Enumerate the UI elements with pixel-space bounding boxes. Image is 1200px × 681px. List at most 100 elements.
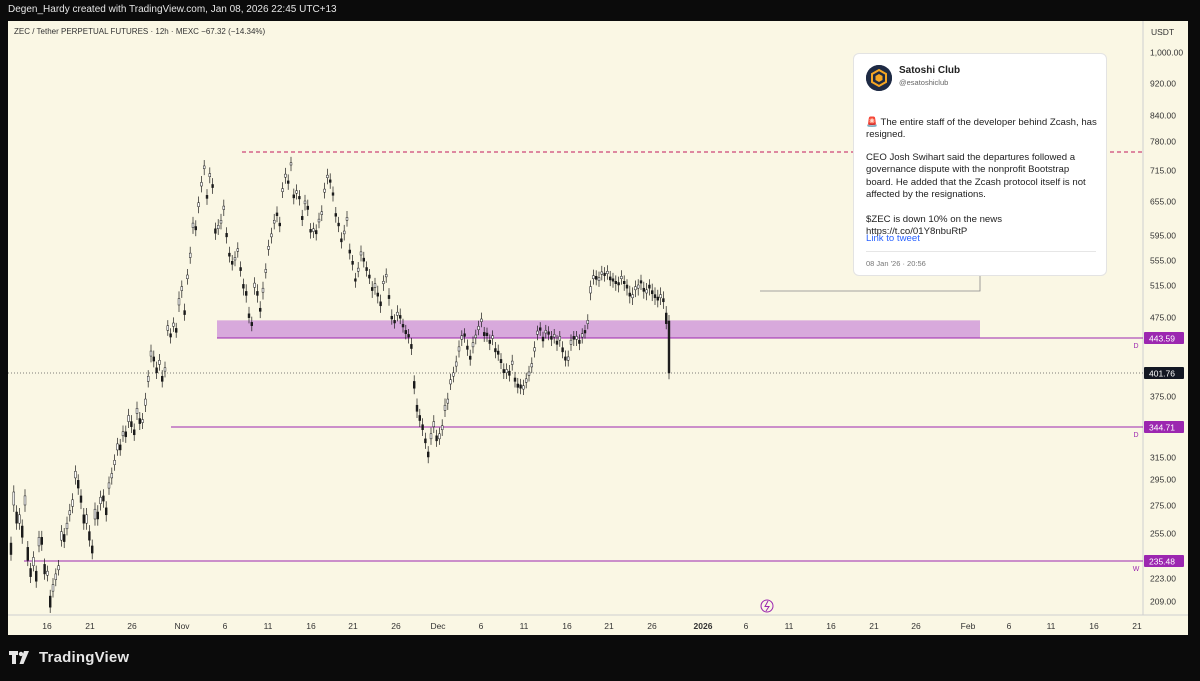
candle-body [667,320,671,374]
x-tick-label: 2026 [694,621,713,631]
candle-body [71,499,74,507]
candle-body [96,511,99,520]
candle-body [399,315,402,319]
candle-body [303,200,307,205]
candle-body [665,312,668,324]
candle-body [60,531,63,541]
candle-body [620,276,623,279]
candle-body [516,383,520,388]
candle-body [457,346,461,352]
x-tick-label: 21 [348,621,358,631]
candle-body [455,361,458,367]
candle-body [427,451,430,458]
candle-body [267,246,270,250]
candle-body [107,482,111,489]
candle-body [452,372,455,377]
candle-body [68,510,71,516]
candle-body [513,377,517,382]
candle-body [418,415,422,421]
candle-body [572,336,575,340]
tradingview-logo[interactable]: TradingView [9,649,129,666]
candle-body [320,211,324,215]
candle-body [250,322,254,326]
candle-body [326,174,329,179]
candle-body [135,408,139,414]
candle-body [564,356,567,361]
candle-body [110,473,113,479]
candle-body [480,318,483,322]
candle-body [298,196,301,200]
candle-body [329,179,332,183]
candle-body [77,480,80,489]
candle-body [443,404,447,411]
candle-body [236,248,240,252]
events-icon [760,599,774,613]
candle-body [581,333,584,338]
candle-body [648,284,651,289]
candle-body [421,424,424,430]
candle-body [295,190,298,194]
price-tag-label: 401.76 [1149,369,1175,379]
avatar [866,65,892,91]
candle-body [477,326,480,330]
candle-body [51,584,55,592]
candle-body [175,328,178,333]
x-tick-label: 16 [42,621,52,631]
x-tick-label: Dec [430,621,446,631]
candle-body [147,375,150,382]
link-to-tweet[interactable]: Link to tweet [866,233,920,244]
candle-body [656,296,659,301]
x-tick-label: 11 [785,621,794,631]
candle-body [189,252,192,258]
candle-body [343,230,346,235]
candle-body [625,284,629,289]
price-chart[interactable]: D D W 1,000.00 920.00 840.00 780.00 715.00 655.0… [8,21,1188,635]
candle-body [32,557,35,566]
candle-body [645,289,648,294]
candle-body [211,184,214,188]
x-tick-label: 16 [306,621,316,631]
candle-body [662,298,665,303]
candle-body [74,471,77,479]
chart-caption: Degen_Hardy created with TradingView.com… [8,4,337,15]
candle-body [410,344,413,349]
candle-body [387,295,391,299]
chart-area[interactable]: D D W 1,000.00 920.00 840.00 780.00 715.00 655.0… [8,21,1188,635]
candle-body [651,290,654,295]
candle-body [12,491,15,506]
candle-body [547,331,550,335]
candle-body [365,267,368,271]
candle-body [54,573,57,580]
y-tick-label: 255.00 [1150,529,1176,539]
candle-body [292,194,296,199]
x-tick-label: Nov [174,621,190,631]
candle-body [21,525,24,538]
candle-body [393,320,396,324]
candle-body [603,272,606,276]
y-tick-label: 315.00 [1150,453,1176,463]
candle-body [631,294,634,299]
candle-body [284,173,287,178]
candle-body [583,330,587,334]
x-tick-label: 16 [562,621,572,631]
currency-label: USDT [1151,27,1174,37]
candle-body [491,335,494,339]
candle-body [180,286,184,291]
candle-body [85,514,88,524]
symbol-info: ZEC / Tether PERPETUAL FUTURES · 12h · M… [14,27,266,36]
candle-body [169,333,172,338]
candle-body [519,384,522,389]
candle-body [208,173,212,177]
candle-body [63,534,66,542]
candle-body [46,570,49,576]
candle-body [105,507,108,516]
candle-body [558,336,561,341]
candle-body [639,280,643,284]
candle-body [214,228,217,234]
candle-body [586,320,589,324]
candle-body [121,431,125,437]
x-tick-label: 6 [479,621,484,631]
candle-body [57,565,60,571]
candle-body [497,350,500,355]
y-tick-label: 475.00 [1150,313,1176,323]
